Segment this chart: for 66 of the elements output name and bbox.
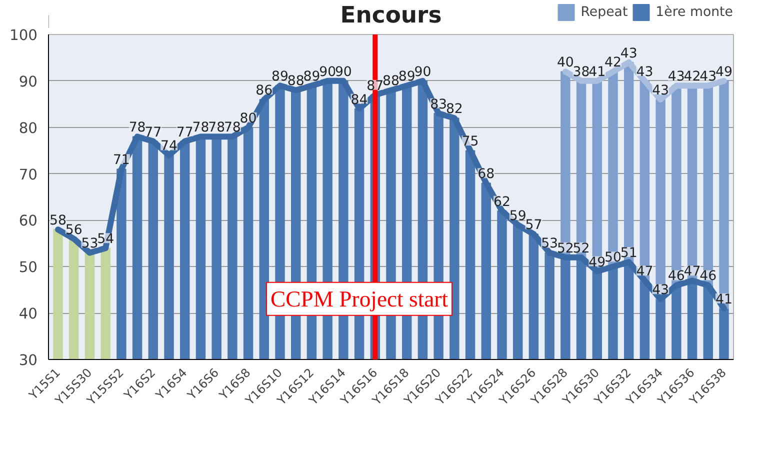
- data-label: 90: [334, 64, 352, 80]
- y-tick-label: 100: [10, 27, 38, 44]
- data-label: 52: [572, 241, 590, 256]
- data-label: 50: [604, 250, 622, 266]
- y-tick-label: 90: [18, 73, 38, 90]
- data-label: 77: [144, 125, 162, 140]
- y-tick-label: 30: [18, 352, 38, 369]
- legend-label: 1ère monte: [656, 4, 733, 20]
- data-label: 57: [525, 218, 542, 234]
- data-label: 90: [414, 64, 432, 80]
- data-label: 56: [65, 222, 82, 238]
- data-label: 54: [97, 232, 114, 248]
- y-tick-label: 40: [18, 306, 38, 323]
- data-label: 82: [446, 102, 463, 118]
- data-label: 47: [636, 264, 654, 280]
- data-label: 87: [366, 78, 384, 94]
- data-label: 89: [272, 70, 288, 85]
- data-label: 78: [208, 120, 226, 136]
- data-label: 38: [572, 64, 590, 80]
- data-label: 78: [224, 120, 241, 136]
- data-label: 83: [430, 97, 448, 112]
- y-tick-label: 60: [18, 212, 38, 230]
- y-tick-label: 80: [18, 120, 38, 137]
- data-label: 43: [652, 84, 670, 98]
- legend-label: Repeat: [580, 4, 628, 20]
- data-label: 49: [716, 64, 732, 80]
- data-label: 58: [50, 214, 67, 228]
- data-label: 84: [350, 92, 368, 108]
- data-label: 42: [684, 70, 701, 85]
- data-label: 46: [668, 269, 685, 284]
- data-label: 89: [303, 70, 320, 85]
- data-label: 74: [160, 139, 178, 154]
- data-label: 71: [112, 153, 130, 168]
- data-label: 47: [684, 264, 701, 280]
- data-label: 52: [556, 241, 574, 256]
- data-label: 77: [176, 125, 194, 140]
- data-label: 43: [652, 283, 670, 298]
- data-label: 62: [494, 194, 510, 210]
- ref-line-label: CCPM Project start: [270, 286, 449, 312]
- data-label: 89: [398, 70, 416, 85]
- y-tick-label: 50: [18, 259, 38, 276]
- data-label: 75: [462, 134, 479, 150]
- data-label: 43: [620, 46, 638, 62]
- data-label: 90: [319, 64, 336, 80]
- data-label: 43: [700, 70, 717, 85]
- data-label: 86: [256, 84, 273, 98]
- data-label: 46: [700, 269, 717, 284]
- y-tick-label: 70: [18, 166, 38, 184]
- data-label: 59: [509, 208, 526, 224]
- data-label: 88: [382, 74, 400, 90]
- data-label: 40: [556, 56, 574, 71]
- chart-title: Encours: [340, 2, 442, 28]
- data-label: 41: [588, 64, 606, 80]
- data-label: 41: [716, 292, 732, 308]
- data-label: 80: [240, 111, 257, 126]
- data-label: 78: [128, 120, 146, 136]
- data-label: 49: [588, 255, 606, 270]
- data-label: 78: [192, 120, 210, 136]
- data-label: 53: [81, 236, 98, 252]
- data-label: 43: [636, 64, 654, 80]
- data-label: 68: [478, 167, 495, 182]
- data-label: 53: [541, 236, 558, 252]
- data-label: 88: [287, 74, 304, 90]
- data-label: 42: [604, 56, 622, 71]
- data-label: 51: [620, 246, 638, 261]
- data-label: 43: [668, 70, 685, 85]
